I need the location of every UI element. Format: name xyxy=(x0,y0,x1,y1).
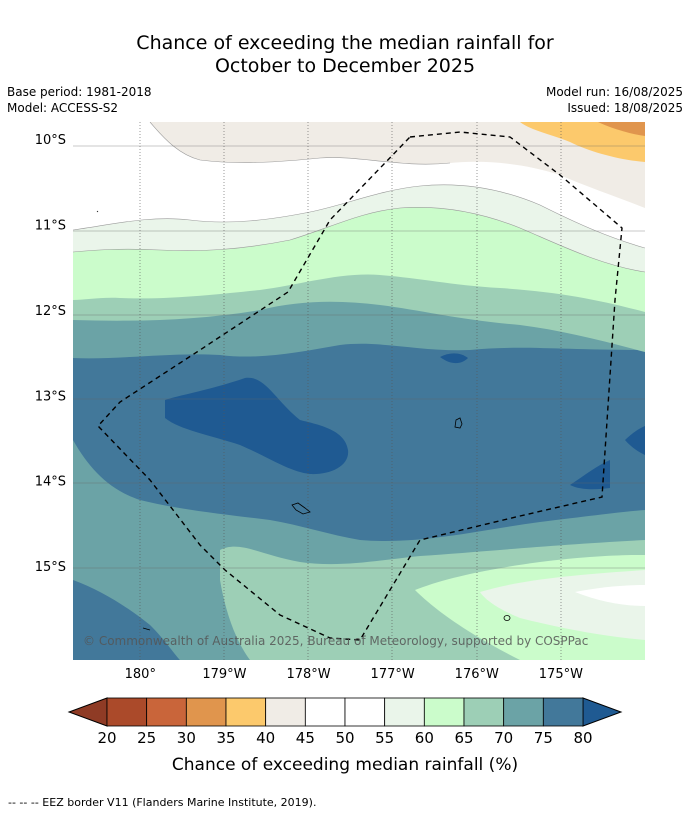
band-southwest-70-75 xyxy=(73,580,180,660)
chart-title-line1: Chance of exceeding the median rainfall … xyxy=(136,32,554,54)
band-30-35 xyxy=(598,122,645,136)
y-tick-label: 12°S xyxy=(35,304,66,319)
y-tick-label: 11°S xyxy=(35,218,66,233)
core-80-east xyxy=(570,460,610,490)
colorbar-swatch xyxy=(146,697,187,727)
islands xyxy=(96,210,511,631)
x-tick-label: 178°W xyxy=(286,667,330,682)
colorbar-tick-label: 45 xyxy=(296,729,315,747)
band-south-50-55 xyxy=(575,585,645,606)
eez-border xyxy=(97,131,623,641)
core-80-edge xyxy=(625,426,645,455)
colorbar-swatch xyxy=(185,697,227,727)
band-40-45 xyxy=(150,122,645,208)
colorbar-swatch xyxy=(423,697,465,727)
x-tick-label: 179°W xyxy=(202,667,246,682)
colorbar-tick-label: 60 xyxy=(415,729,434,747)
x-tick-label: 180° xyxy=(125,667,156,682)
x-tick-labels: 180° 179°W 178°W 177°W 176°W 175°W xyxy=(125,667,583,682)
y-tick-label: 13°S xyxy=(35,389,66,404)
colorbar-tick-label: 65 xyxy=(454,729,473,747)
model-run-label: Model run: 16/08/2025 xyxy=(545,85,683,99)
band-35-40 xyxy=(520,122,645,162)
colorbar-swatch xyxy=(225,697,267,727)
colorbar-tick-label: 35 xyxy=(216,729,235,747)
colorbar-tick-label: 25 xyxy=(137,729,156,747)
colorbar-swatch xyxy=(265,697,306,727)
colorbar-tick-label: 75 xyxy=(534,729,553,747)
graticule-h xyxy=(73,145,645,569)
colorbar-swatch xyxy=(304,697,346,727)
issued-label: Issued: 18/08/2025 xyxy=(567,101,683,115)
colorbar-swatch xyxy=(463,697,505,727)
x-tick-label: 175°W xyxy=(539,667,583,682)
model-label: Model: ACCESS-S2 xyxy=(7,101,119,115)
y-tick-label: 15°S xyxy=(35,560,66,575)
colorbar-swatch xyxy=(384,697,425,727)
colorbar-label: Chance of exceeding median rainfall (%) xyxy=(172,755,518,775)
contour-lines xyxy=(73,122,645,273)
copyright-notice: © Commonwealth of Australia 2025, Bureau… xyxy=(83,634,588,648)
x-tick-label: 177°W xyxy=(371,667,415,682)
island-b xyxy=(291,502,311,515)
colorbar-tick-label: 30 xyxy=(177,729,196,747)
colorbar-tick-label: 40 xyxy=(256,729,275,747)
y-tick-label: 14°S xyxy=(35,475,66,490)
base-period-label: Base period: 1981-2018 xyxy=(7,85,152,99)
colorbar: 20 25 30 35 40 45 50 55 60 65 70 75 80 xyxy=(67,697,623,747)
x-tick-label: 176°W xyxy=(455,667,499,682)
chart-title-line2: October to December 2025 xyxy=(214,55,476,77)
island-a xyxy=(454,417,463,429)
core-80-main xyxy=(165,377,349,475)
colorbar-extend-high xyxy=(582,697,623,727)
colorbar-swatch xyxy=(503,697,544,727)
colorbar-tick-label: 70 xyxy=(494,729,513,747)
core-80-small xyxy=(440,353,468,364)
eez-footnote: -- -- -- EEZ border V11 (Flanders Marine… xyxy=(8,796,317,809)
y-tick-label: 10°S xyxy=(35,133,66,148)
colorbar-swatch xyxy=(344,697,386,727)
colorbar-tick-label: 50 xyxy=(335,729,354,747)
island-d xyxy=(142,627,151,631)
island-c xyxy=(503,615,511,621)
colorbar-extend-low xyxy=(67,697,108,727)
colorbar-swatch xyxy=(542,697,584,727)
colorbar-tick-label: 80 xyxy=(573,729,592,747)
island-e xyxy=(96,210,99,213)
colorbar-tick-label: 55 xyxy=(375,729,394,747)
contour-field: © Commonwealth of Australia 2025, Bureau… xyxy=(73,122,645,660)
colorbar-swatch xyxy=(106,697,148,727)
colorbar-tick-label: 20 xyxy=(97,729,116,747)
y-tick-labels: 10°S 11°S 12°S 13°S 14°S 15°S xyxy=(35,133,66,575)
